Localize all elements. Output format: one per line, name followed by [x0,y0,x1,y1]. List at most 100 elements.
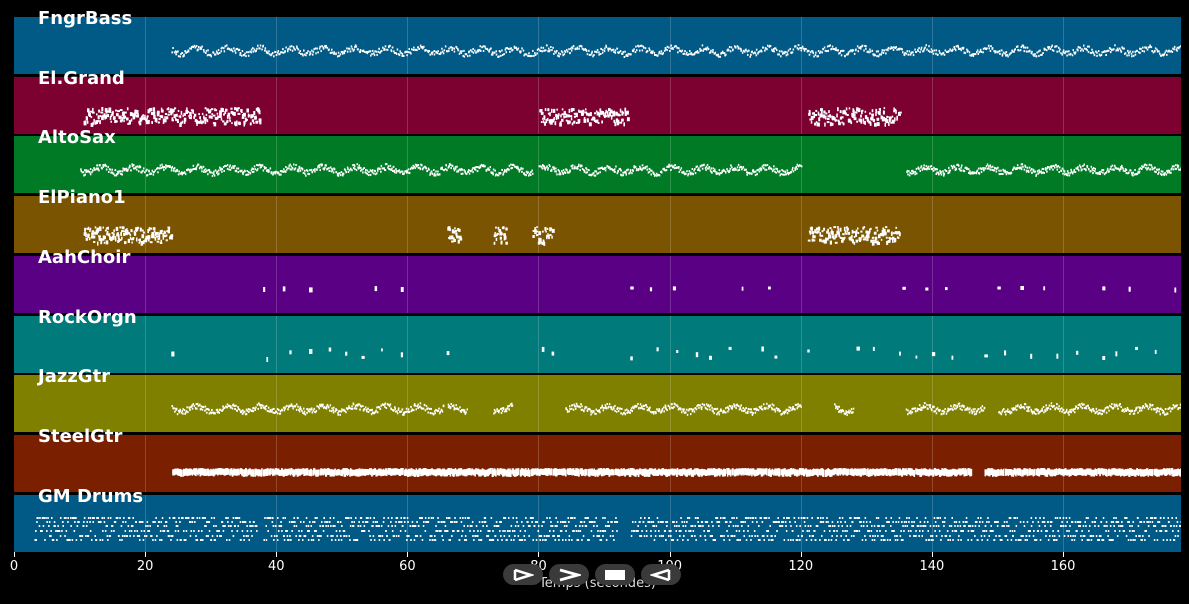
note [787,53,789,56]
note [367,174,370,177]
note [384,163,387,166]
note [605,46,608,48]
note [557,169,560,172]
note [532,230,535,233]
grid-line [931,136,933,194]
note [938,49,940,52]
note [1122,170,1125,173]
note [229,169,232,172]
note [567,114,570,118]
note [1013,50,1015,53]
note [580,409,583,412]
note [277,412,279,415]
note [508,169,510,172]
note [1123,410,1125,413]
note [633,48,635,51]
note [1058,171,1060,174]
note [318,166,321,169]
note [438,468,441,476]
note [941,410,943,413]
note [401,170,404,173]
note [119,239,122,242]
note [246,174,248,177]
note [1180,45,1181,48]
note [544,107,547,111]
note [472,171,474,174]
note [591,52,593,55]
note [293,168,296,171]
note [779,170,781,173]
note [367,407,369,410]
note [542,117,544,120]
note [339,410,341,413]
note [955,45,958,48]
note [1038,411,1040,414]
note [1138,406,1140,409]
note [406,50,408,53]
note [1156,409,1158,412]
note [172,108,175,112]
note [574,47,577,50]
note [422,168,424,171]
note [550,170,553,173]
note [1070,411,1072,414]
note [278,409,280,412]
note [551,351,555,356]
grid-line [276,136,278,194]
note [285,468,288,476]
note [83,174,85,177]
note [476,50,478,53]
note [780,173,782,176]
note [809,51,812,54]
note [1046,408,1049,411]
note [933,410,935,413]
note [449,235,451,240]
note [817,55,819,58]
note [299,170,302,173]
note [971,411,974,414]
note [527,54,529,57]
note [1158,410,1161,413]
note [614,410,616,413]
note [583,49,585,51]
note [614,171,616,174]
note [654,54,656,56]
note [1175,164,1177,167]
note [1092,52,1095,55]
note [635,169,638,172]
note [638,407,640,410]
note [1065,408,1068,411]
note [96,113,98,116]
note [688,408,691,411]
note [597,167,600,170]
note [212,114,216,117]
note [438,407,440,410]
note [1056,168,1058,171]
note [829,121,832,126]
note [1024,165,1026,168]
note [379,408,382,411]
note [478,167,481,170]
note [954,47,956,50]
note [458,168,461,171]
note [503,233,506,237]
note [232,110,234,115]
note [281,467,283,474]
note [619,108,622,113]
note [248,468,251,475]
note [272,411,274,414]
note [937,53,939,56]
note [955,404,957,407]
note [643,46,645,49]
note [768,168,770,171]
note [268,170,270,173]
note [1049,408,1052,411]
note [622,172,624,175]
note [295,164,297,167]
note [313,48,315,51]
note [213,412,215,415]
note [545,118,548,123]
note [337,55,339,58]
note [1050,166,1053,169]
note [728,46,731,48]
